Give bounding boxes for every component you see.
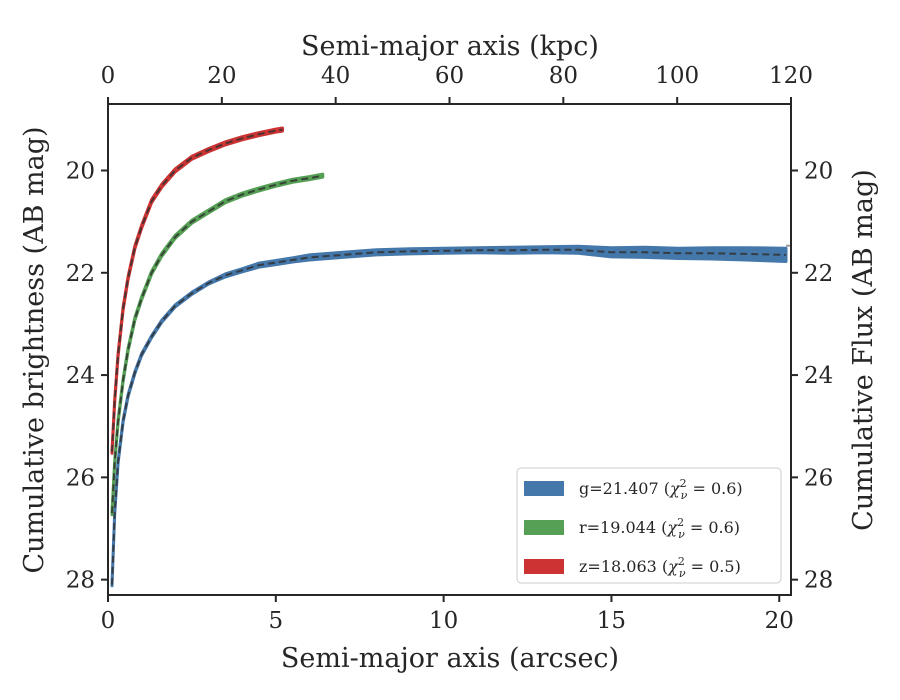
right-y-tick-label: 26 xyxy=(804,465,833,491)
top-x-tick-label: 40 xyxy=(321,63,350,89)
legend-swatch-2 xyxy=(524,559,564,574)
x-tick-label: 15 xyxy=(597,608,626,634)
top-x-tick-label: 0 xyxy=(101,63,116,89)
top-x-tick-label: 100 xyxy=(655,63,699,89)
right-y-tick-label: 22 xyxy=(804,261,833,287)
model-line-2 xyxy=(111,128,283,452)
legend-label-2: z=18.063 (χ2 ν = 0.5) xyxy=(579,555,741,580)
y-tick-label: 20 xyxy=(66,158,95,184)
right-y-tick-label: 20 xyxy=(804,158,833,184)
y-tick-label: 24 xyxy=(66,363,95,389)
legend-swatch-1 xyxy=(524,520,564,535)
model-line-0 xyxy=(111,248,787,585)
axis-ticks: 0 5 10 15 20 0 20 40 60 80 100 120 20 22 24 26 28 20 22 24 2… xyxy=(66,63,834,634)
y-tick-label: 28 xyxy=(66,568,95,594)
model-line-1 xyxy=(111,174,323,514)
x-tick-label: 5 xyxy=(268,608,283,634)
x-tick-label: 20 xyxy=(765,608,794,634)
y-tick-label: 26 xyxy=(66,465,95,491)
y-axis-title: Cumulative brightness (AB mag) xyxy=(19,126,50,573)
x-tick-label: 0 xyxy=(101,608,116,634)
legend: g=21.407 (χ2 ν = 0.6) r=19.044 (χ2 ν = 0.6)… xyxy=(516,467,782,584)
plot-content xyxy=(110,126,791,588)
right-y-tick-label: 28 xyxy=(804,568,833,594)
y-tick-label: 22 xyxy=(66,261,95,287)
legend-label-0: g=21.407 (χ2 ν = 0.6) xyxy=(579,477,743,502)
legend-box xyxy=(516,467,782,584)
x-axis-title: Semi-major axis (arcsec) xyxy=(281,643,619,674)
legend-swatch-0 xyxy=(524,481,564,496)
top-x-tick-label: 20 xyxy=(207,63,236,89)
legend-label-1: r=19.044 (χ2 ν = 0.6) xyxy=(579,516,740,541)
top-x-tick-label: 80 xyxy=(549,63,578,89)
right-y-axis-title: Cumulative Flux (AB mag) xyxy=(848,169,879,531)
top-x-tick-label: 60 xyxy=(435,63,464,89)
right-y-tick-label: 24 xyxy=(804,363,833,389)
x-tick-label: 10 xyxy=(429,608,458,634)
top-x-axis-title: Semi-major axis (kpc) xyxy=(301,31,599,62)
series-band-0 xyxy=(110,244,788,588)
top-x-tick-label: 120 xyxy=(769,63,813,89)
